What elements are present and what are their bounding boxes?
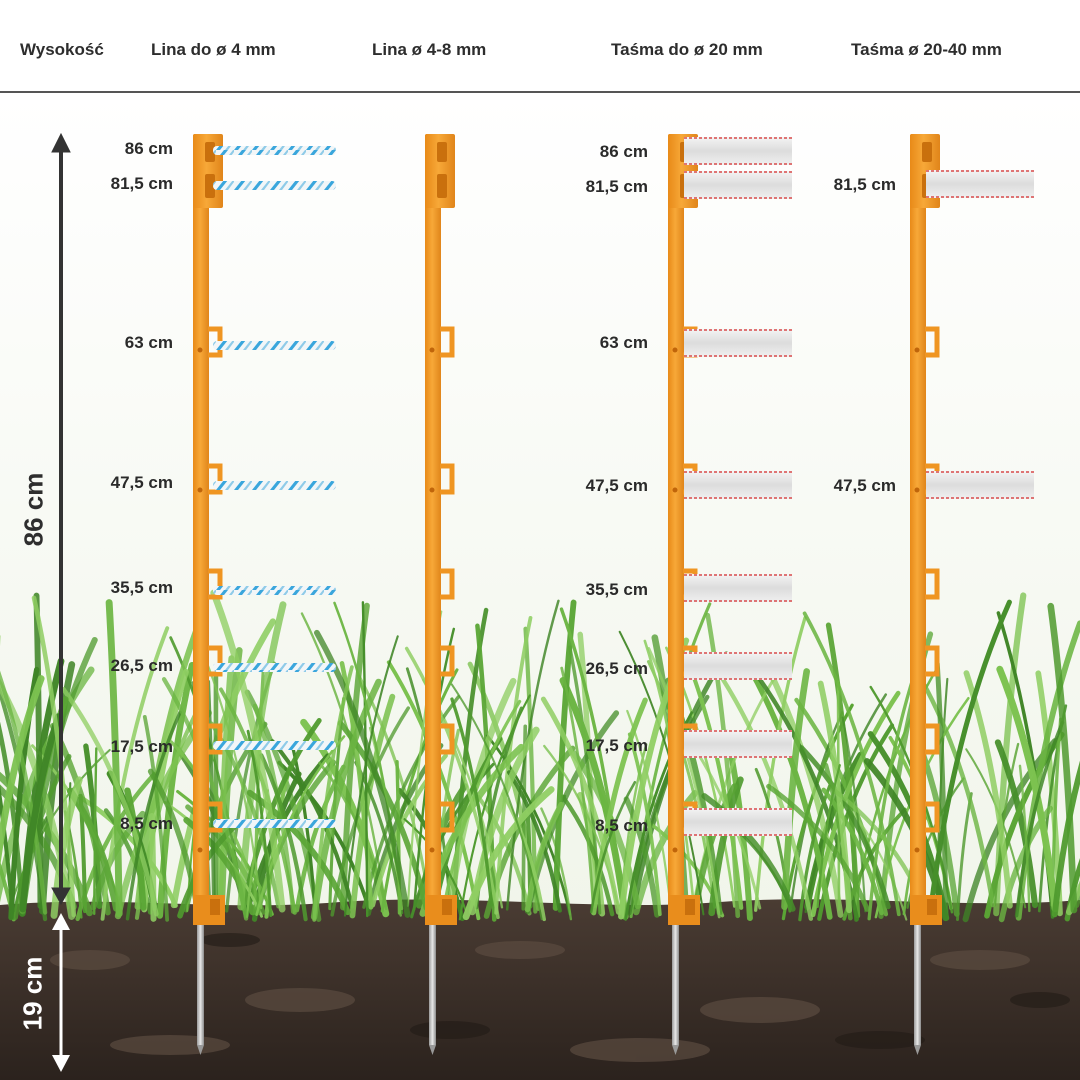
tape-col3-2 (684, 329, 792, 357)
rope-6 (213, 741, 336, 750)
col3-label-35-5: 35,5 cm (585, 580, 648, 599)
rope-7 (213, 819, 336, 828)
tape-col4-1 (926, 471, 1034, 499)
col1-label-35-5: 35,5 cm (110, 578, 173, 597)
header-divider (0, 91, 1080, 93)
col3-label-47-5: 47,5 cm (585, 476, 648, 495)
col3-label-63: 63 cm (599, 333, 648, 352)
col1-label-8-5: 8,5 cm (120, 814, 173, 833)
tape-col3-0 (684, 137, 792, 165)
col3-label-26-5: 26,5 cm (585, 659, 648, 678)
height-arrow (51, 132, 71, 1072)
tape-col3-3 (684, 471, 792, 499)
col1-label-47-5: 47,5 cm (110, 473, 173, 492)
col1-label-17-5: 17,5 cm (110, 737, 173, 756)
rope-1 (213, 181, 336, 190)
col1-label-63: 63 cm (124, 333, 173, 352)
above-ground-height-label: 86 cm (18, 472, 49, 547)
header-tape-20mm: Taśma do ø 20 mm (611, 40, 763, 59)
rope-2 (213, 341, 336, 350)
tape-col3-7 (684, 808, 792, 836)
below-ground-depth-label: 19 cm (17, 956, 48, 1031)
header-tape-20-40mm: Taśma ø 20-40 mm (851, 40, 1002, 59)
col1-label-86: 86 cm (124, 139, 173, 158)
tape-col3-4 (684, 574, 792, 602)
col1-label-81-5: 81,5 cm (110, 174, 173, 193)
col4-label-47-5: 47,5 cm (833, 476, 896, 495)
rope-5 (213, 663, 336, 672)
col1-label-26-5: 26,5 cm (110, 656, 173, 675)
tape-col3-5 (684, 652, 792, 680)
col3-label-81-5: 81,5 cm (585, 177, 648, 196)
header-rope-4mm: Lina do ø 4 mm (151, 40, 276, 59)
col3-label-8-5: 8,5 cm (595, 816, 648, 835)
rope-3 (213, 481, 336, 490)
tape-col3-6 (684, 730, 792, 758)
rope-0 (213, 146, 336, 155)
tape-col4-0 (926, 170, 1034, 198)
rope-4 (213, 586, 336, 595)
header-height: Wysokość (20, 40, 104, 59)
col3-label-17-5: 17,5 cm (585, 736, 648, 755)
col4-label-81-5: 81,5 cm (833, 175, 896, 194)
fence-post-2 (425, 134, 457, 1055)
col3-label-86: 86 cm (599, 142, 648, 161)
tape-col3-1 (684, 171, 792, 199)
header-rope-4-8mm: Lina ø 4-8 mm (372, 40, 487, 59)
